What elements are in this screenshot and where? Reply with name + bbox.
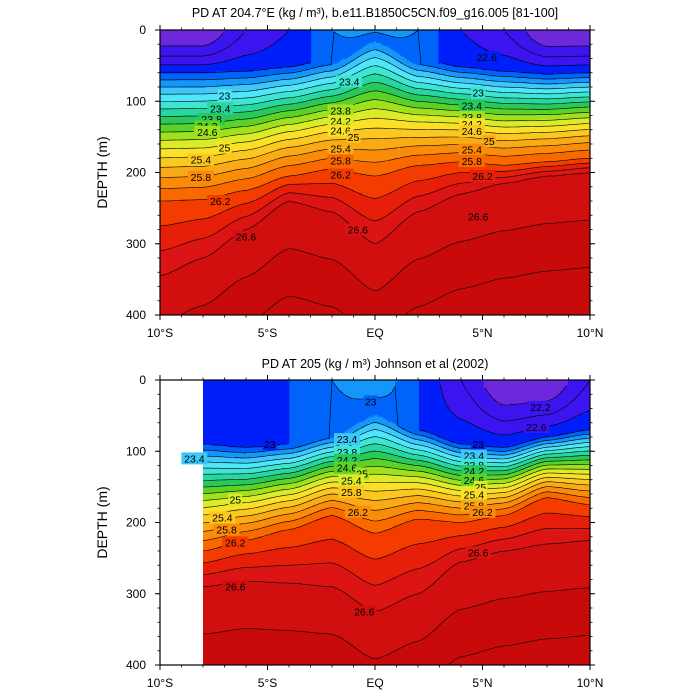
y-tick-label: 300 [126,237,146,251]
contour-label: 22.6 [526,422,547,434]
contour-label: 22.2 [530,402,551,414]
y-tick-label: 0 [139,23,146,37]
contour-label: 26.2 [225,538,246,550]
contour-label: 26.2 [330,170,351,182]
x-tick-label: 5°S [258,676,277,690]
x-tick-label: EQ [366,676,383,690]
y-tick-label: 200 [126,166,146,180]
figure: 22.623.42323.423.824.224.62525.425.826.2… [0,0,700,700]
contour-label: 24.6 [337,463,358,475]
x-tick-label: 10°N [577,676,604,690]
contour-label: 23 [472,439,484,451]
contour-label: 26.2 [472,171,493,183]
contour-label: 25.4 [212,513,233,525]
contour-label: 23 [219,91,231,103]
contour-label: 25.4 [462,145,483,157]
contour-label: 25 [483,136,495,148]
y-tick-label: 0 [139,373,146,387]
contour-label: 25 [219,143,231,155]
x-tick-label: EQ [366,326,383,340]
y-tick-label: 100 [126,94,146,108]
x-tick-label: 5°S [258,326,277,340]
contour-label: 25 [229,495,241,507]
y-axis-label: DEPTH (m) [94,136,110,208]
contour-label: 26.6 [236,232,257,244]
contour-label: 26.6 [468,212,489,224]
contour-label: 25.4 [191,155,212,167]
chart-title: PD AT 205 (kg / m³) Johnson et al (2002) [262,357,489,371]
contour-label: 26.6 [468,547,489,559]
x-tick-label: 5°N [472,326,492,340]
contour-label: 23.4 [339,76,360,88]
contour-label: 25.8 [462,156,483,168]
contour-label: 22.6 [477,52,498,64]
contour-label: 25 [348,132,360,144]
x-tick-label: 5°N [472,676,492,690]
contour-label: 25.4 [341,476,362,488]
contour-label: 25.8 [341,487,362,499]
contour-label: 25.8 [330,155,351,167]
y-tick-label: 400 [126,308,146,322]
contour-label: 23.4 [337,434,358,446]
contour-label: 26.2 [348,507,369,519]
contour-label: 25.4 [330,143,351,155]
contour-label: 25.8 [216,525,237,537]
contour-label: 23.4 [462,101,483,113]
contour-label: 23 [264,439,276,451]
y-axis-label: DEPTH (m) [94,486,110,558]
contour-label: 26.2 [472,507,493,519]
y-tick-label: 100 [126,444,146,458]
contour-label: 23.4 [184,453,205,465]
x-tick-label: 10°N [577,326,604,340]
contour-label: 24.6 [197,127,218,139]
y-tick-label: 200 [126,516,146,530]
model-panel: 22.623.42323.423.824.224.62525.425.826.2… [94,6,603,340]
y-tick-label: 400 [126,658,146,672]
x-tick-label: 10°S [147,326,173,340]
x-tick-label: 10°S [147,676,173,690]
contour-label: 26.2 [210,196,231,208]
contour-label: 26.6 [354,607,375,619]
contour-label: 24.6 [462,126,483,138]
contour-label: 26.6 [348,225,369,237]
contour-label: 23 [365,396,377,408]
chart-title: PD AT 204.7°E (kg / m³), b.e11.B1850C5CN… [192,6,558,20]
contour-label: 25.8 [191,172,212,184]
contour-label: 26.6 [225,582,246,594]
y-tick-label: 300 [126,587,146,601]
contour-label: 23 [472,88,484,100]
